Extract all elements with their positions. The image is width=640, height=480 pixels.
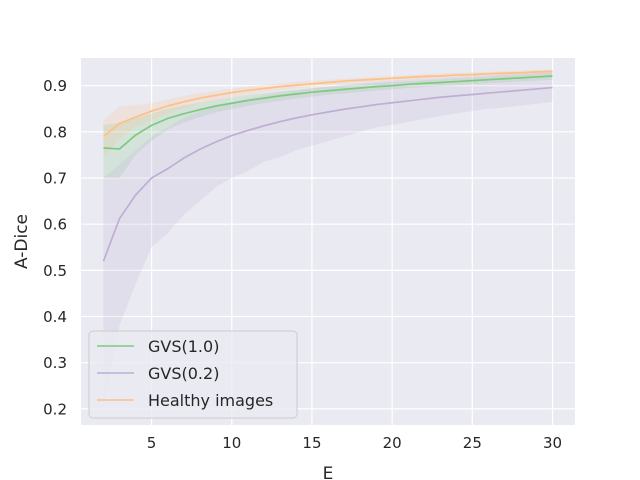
legend: GVS(1.0) GVS(0.2) Healthy images <box>88 330 298 419</box>
x-tick-label: 15 <box>302 434 321 452</box>
x-tick-label: 25 <box>463 434 482 452</box>
gvs-0-2-line <box>102 86 553 262</box>
series-lines <box>102 70 553 262</box>
confidence-bands <box>103 69 553 409</box>
x-tick-labels: 5 10 15 20 25 30 <box>147 434 562 452</box>
x-tick-label: 20 <box>383 434 402 452</box>
gvs-1-0-line <box>103 75 553 150</box>
healthy-images-confidence-band <box>103 69 553 158</box>
y-tick-label: 0.7 <box>43 170 67 188</box>
y-tick-label: 0.5 <box>43 262 67 280</box>
x-tick-label: 10 <box>222 434 241 452</box>
y-tick-label: 0.8 <box>43 123 67 141</box>
y-tick-label: 0.6 <box>43 216 67 234</box>
legend-label-gvs-1-0: GVS(1.0) <box>148 337 219 356</box>
legend-label-healthy-images: Healthy images <box>148 391 273 410</box>
y-tick-labels: 0.2 0.3 0.4 0.5 0.6 0.7 0.8 0.9 <box>43 77 67 418</box>
y-tick-label: 0.2 <box>43 400 67 418</box>
y-tick-label: 0.9 <box>43 77 67 95</box>
y-axis-label: A-Dice <box>12 214 32 269</box>
legend-box <box>88 330 298 419</box>
gvs-1-0-confidence-band <box>103 72 553 179</box>
x-tick-label: 30 <box>543 434 562 452</box>
legend-label-gvs-0-2: GVS(0.2) <box>148 364 219 383</box>
x-tick-label: 5 <box>147 434 157 452</box>
x-axis-label: E <box>323 464 334 480</box>
healthy-images-line <box>102 70 553 138</box>
gvs-0-2-confidence-band <box>103 71 553 409</box>
y-tick-label: 0.4 <box>43 308 67 326</box>
y-tick-label: 0.3 <box>43 354 67 372</box>
